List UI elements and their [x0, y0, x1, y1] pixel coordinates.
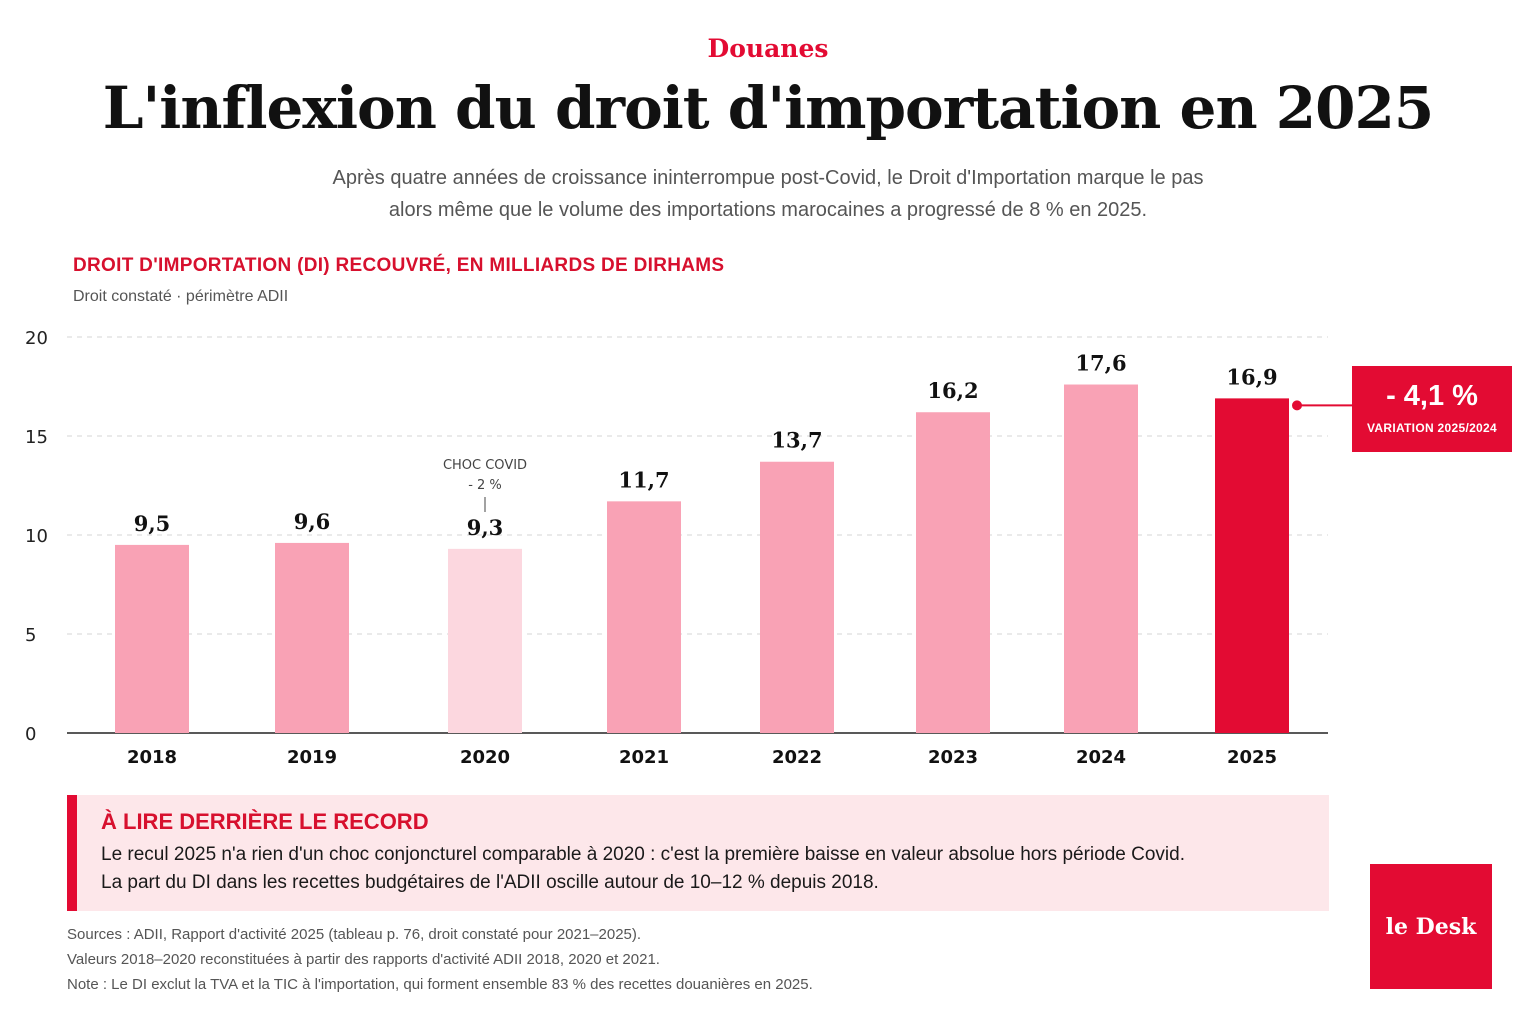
covid-annotation-value: - 2 % [468, 478, 502, 493]
chart-subtitle: Droit constaté · périmètre ADII [73, 288, 289, 305]
bar-2022 [760, 461, 834, 733]
subtitle-line-1: Après quatre années de croissance ininte… [332, 167, 1204, 189]
covid-annotation-title: CHOC COVID [443, 458, 527, 473]
bar-2021 [607, 501, 681, 733]
callout-dot [1292, 400, 1302, 411]
insight-box: À LIRE DERRIÈRE LE RECORD Le recul 2025 … [67, 795, 1329, 911]
value-label-2019: 9,6 [294, 509, 331, 534]
insight-heading: À LIRE DERRIÈRE LE RECORD [101, 809, 429, 834]
x-tick-2020: 2020 [460, 747, 510, 768]
x-tick-2019: 2019 [287, 747, 337, 768]
value-label-2018: 9,5 [134, 511, 171, 536]
x-tick-2024: 2024 [1076, 747, 1126, 768]
value-label-2022: 13,7 [771, 428, 822, 453]
y-tick-label: 0 [25, 724, 36, 745]
variation-callout: - 4,1 % VARIATION 2025/2024 [1352, 366, 1512, 452]
note-line: Note : Le DI exclut la TVA et la TIC à l… [67, 976, 813, 993]
chart-title: DROIT D'IMPORTATION (DI) RECOUVRÉ, EN MI… [73, 255, 725, 276]
y-axis-ticks: 0 5 10 15 20 [25, 328, 48, 745]
y-tick-label: 10 [25, 526, 48, 547]
logo-text: le Desk [1385, 913, 1477, 940]
x-tick-2022: 2022 [772, 747, 822, 768]
y-tick-label: 20 [25, 328, 48, 349]
variation-label: VARIATION 2025/2024 [1367, 421, 1497, 435]
annotations: CHOC COVID - 2 % [443, 400, 1352, 512]
subtitle: Après quatre années de croissance ininte… [268, 162, 1268, 226]
value-labels: 9,5 9,6 9,3 11,7 13,7 16,2 17,6 16,9 [134, 351, 1278, 540]
bar-2020 [448, 548, 522, 733]
bar-2019 [275, 542, 349, 733]
value-label-2023: 16,2 [927, 378, 978, 403]
bar-2018 [115, 544, 189, 733]
source-line-1: Sources : ADII, Rapport d'activité 2025 … [67, 926, 642, 943]
bar-2023 [916, 412, 990, 733]
insight-line-2: La part du DI dans les recettes budgétai… [101, 872, 879, 893]
grid-lines [67, 336, 1328, 734]
subtitle-line-2: alors même que le volume des importation… [388, 199, 1148, 221]
variation-value: - 4,1 % [1386, 380, 1478, 412]
bars [115, 384, 1289, 733]
x-tick-2018: 2018 [127, 747, 177, 768]
le-desk-logo: le Desk [1370, 864, 1492, 989]
page-title: L'inflexion du droit d'importation en 20… [102, 74, 1434, 142]
x-tick-2023: 2023 [928, 747, 978, 768]
kicker: Douanes [707, 34, 829, 63]
insight-line-1: Le recul 2025 n'a rien d'un choc conjonc… [101, 844, 1185, 865]
source-notes: Sources : ADII, Rapport d'activité 2025 … [67, 922, 813, 997]
value-label-2024: 17,6 [1075, 351, 1126, 376]
bar-2024 [1064, 384, 1138, 733]
x-tick-2021: 2021 [619, 747, 669, 768]
source-line-2: Valeurs 2018–2020 reconstituées à partir… [67, 951, 660, 968]
value-label-2020: 9,3 [467, 515, 504, 540]
bar-chart: 0 5 10 15 20 9,5 9,6 9,3 11,7 13,7 16,2 17,6 16,9 2… [25, 328, 1352, 768]
x-axis-ticks: 2018 2019 2020 2021 2022 2023 2024 2025 [127, 747, 1277, 768]
value-label-2021: 11,7 [618, 467, 669, 492]
bar-2025 [1215, 398, 1289, 733]
y-tick-label: 15 [25, 427, 48, 448]
x-tick-2025: 2025 [1227, 747, 1277, 768]
value-label-2025: 16,9 [1226, 364, 1277, 389]
y-tick-label: 5 [25, 625, 36, 646]
